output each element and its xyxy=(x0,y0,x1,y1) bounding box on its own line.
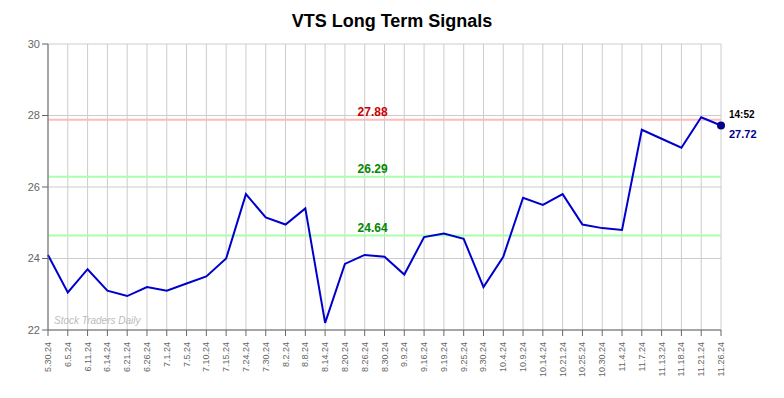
svg-text:7.5.24: 7.5.24 xyxy=(182,342,192,367)
svg-text:10.30.24: 10.30.24 xyxy=(597,342,607,377)
svg-text:8.30.24: 8.30.24 xyxy=(380,342,390,372)
svg-text:5.30.24: 5.30.24 xyxy=(43,342,53,372)
svg-text:7.1.24: 7.1.24 xyxy=(162,342,172,367)
svg-text:10.21.24: 10.21.24 xyxy=(558,342,568,377)
svg-text:10.9.24: 10.9.24 xyxy=(518,342,528,372)
svg-text:24: 24 xyxy=(28,252,40,264)
svg-text:11.4.24: 11.4.24 xyxy=(617,342,627,371)
svg-text:8.8.24: 8.8.24 xyxy=(300,342,310,367)
svg-text:7.24.24: 7.24.24 xyxy=(241,342,251,372)
svg-text:22: 22 xyxy=(28,324,40,336)
svg-text:9.30.24: 9.30.24 xyxy=(478,342,488,372)
svg-text:11.26.24: 11.26.24 xyxy=(716,342,726,376)
svg-text:7.30.24: 7.30.24 xyxy=(261,342,271,372)
svg-text:11.13.24: 11.13.24 xyxy=(657,342,667,376)
svg-text:7.10.24: 7.10.24 xyxy=(201,342,211,372)
svg-text:6.11.24: 6.11.24 xyxy=(83,342,93,371)
svg-text:30: 30 xyxy=(28,38,40,50)
svg-text:27.88: 27.88 xyxy=(358,105,388,119)
svg-text:8.2.24: 8.2.24 xyxy=(281,342,291,367)
svg-text:10.14.24: 10.14.24 xyxy=(538,342,548,377)
svg-text:10.4.24: 10.4.24 xyxy=(498,342,508,372)
svg-text:Stock Traders Daily: Stock Traders Daily xyxy=(54,315,142,326)
svg-text:6.5.24: 6.5.24 xyxy=(63,342,73,367)
svg-text:9.16.24: 9.16.24 xyxy=(419,342,429,372)
svg-text:8.14.24: 8.14.24 xyxy=(320,342,330,372)
svg-text:9.25.24: 9.25.24 xyxy=(459,342,469,372)
svg-text:11.21.24: 11.21.24 xyxy=(696,342,706,376)
svg-text:11.18.24: 11.18.24 xyxy=(676,342,686,376)
svg-text:10.25.24: 10.25.24 xyxy=(577,342,587,377)
svg-text:11.7.24: 11.7.24 xyxy=(637,342,647,371)
svg-text:27.72: 27.72 xyxy=(729,128,757,140)
svg-text:6.26.24: 6.26.24 xyxy=(142,342,152,372)
svg-text:26: 26 xyxy=(28,181,40,193)
svg-text:8.26.24: 8.26.24 xyxy=(360,342,370,372)
svg-text:6.21.24: 6.21.24 xyxy=(122,342,132,372)
svg-text:26.29: 26.29 xyxy=(358,162,388,176)
svg-text:14:52: 14:52 xyxy=(729,109,755,120)
html-text:VTS Long Term Signals: VTS Long Term Signals xyxy=(291,11,493,31)
svg-text:9.19.24: 9.19.24 xyxy=(439,342,449,372)
svg-text:28: 28 xyxy=(28,109,40,121)
svg-text:24.64: 24.64 xyxy=(358,221,388,235)
svg-text:9.9.24: 9.9.24 xyxy=(399,342,409,367)
svg-text:7.15.24: 7.15.24 xyxy=(221,342,231,372)
svg-text:6.14.24: 6.14.24 xyxy=(102,342,112,372)
svg-text:8.20.24: 8.20.24 xyxy=(340,342,350,372)
